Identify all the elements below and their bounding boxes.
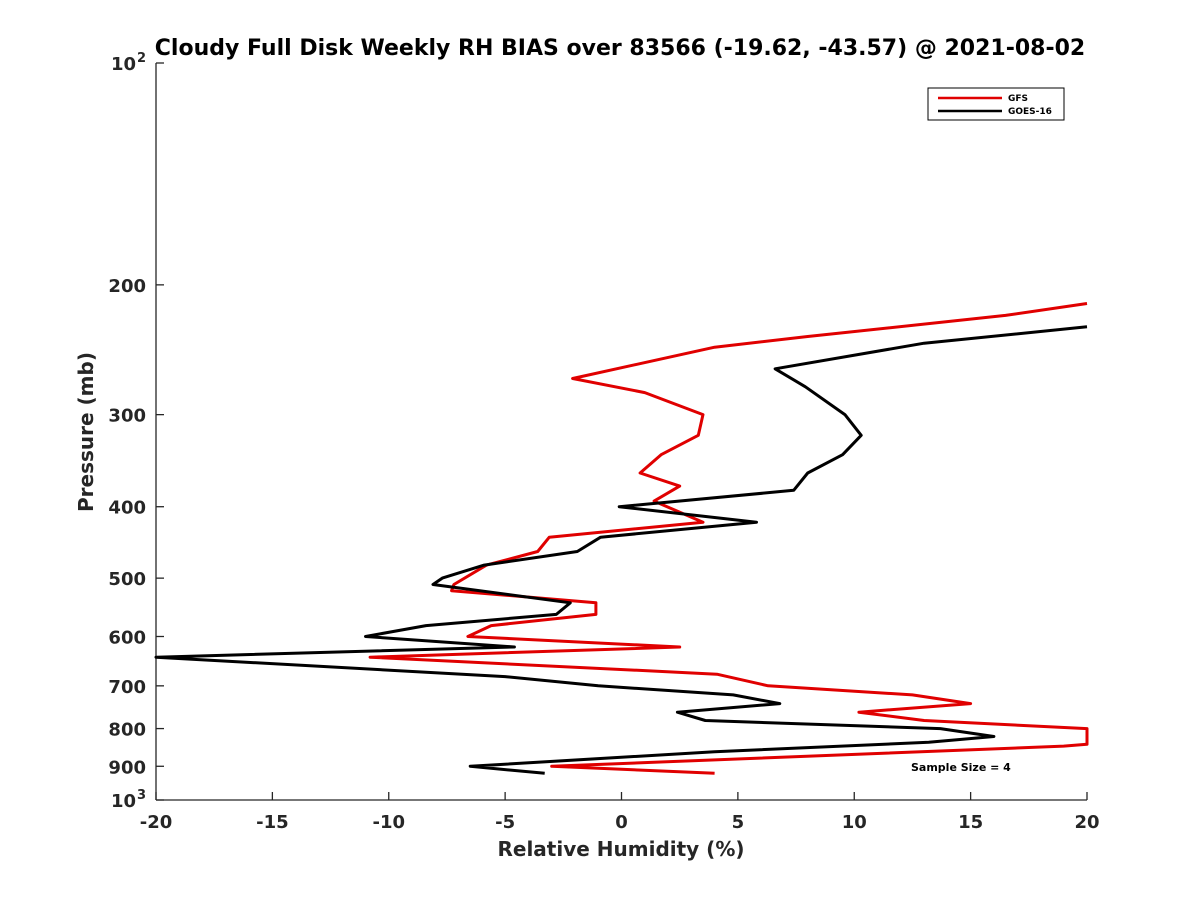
y-tick-label: 300 (108, 406, 146, 427)
series-line-goes16 (154, 325, 1088, 775)
legend: GFS GOES-16 (927, 87, 1065, 121)
x-ticks: -20 -15 -10 -5 0 5 10 15 20 (140, 792, 1100, 833)
y-tick-label: 900 (108, 757, 146, 778)
x-tick-label: 15 (958, 812, 983, 833)
y-tick-label: 10 (111, 791, 136, 812)
y-tick-exponent: 2 (137, 51, 146, 66)
y-tick-label: 10 (111, 54, 136, 75)
x-tick-label: -10 (372, 812, 405, 833)
legend-box (927, 87, 1065, 121)
x-tick-label: -20 (140, 812, 173, 833)
y-tick-label: 500 (108, 569, 146, 590)
x-tick-label: 20 (1074, 812, 1099, 833)
chart-title: Cloudy Full Disk Weekly RH BIAS over 835… (155, 36, 1085, 61)
x-tick-label: 5 (732, 812, 745, 833)
y-tick-label: 200 (108, 276, 146, 297)
x-tick-label: 0 (615, 812, 628, 833)
sample-size-annotation: Sample Size = 4 (911, 761, 1011, 774)
legend-label-goes16: GOES-16 (1008, 107, 1052, 117)
series-line-gfs (368, 302, 1089, 775)
x-tick-label: -5 (495, 812, 515, 833)
series-lines (154, 302, 1089, 775)
x-tick-label: 10 (842, 812, 867, 833)
y-axis-label: Pressure (mb) (74, 352, 98, 512)
x-axis-label: Relative Humidity (%) (497, 837, 744, 861)
y-tick-exponent: 3 (137, 788, 146, 803)
y-tick-label: 700 (108, 677, 146, 698)
plot-area (155, 63, 1087, 801)
x-tick-label: -15 (256, 812, 289, 833)
legend-label-gfs: GFS (1008, 94, 1028, 104)
y-tick-label: 600 (108, 627, 146, 648)
y-tick-label: 800 (108, 720, 146, 741)
y-tick-label: 400 (108, 498, 146, 519)
